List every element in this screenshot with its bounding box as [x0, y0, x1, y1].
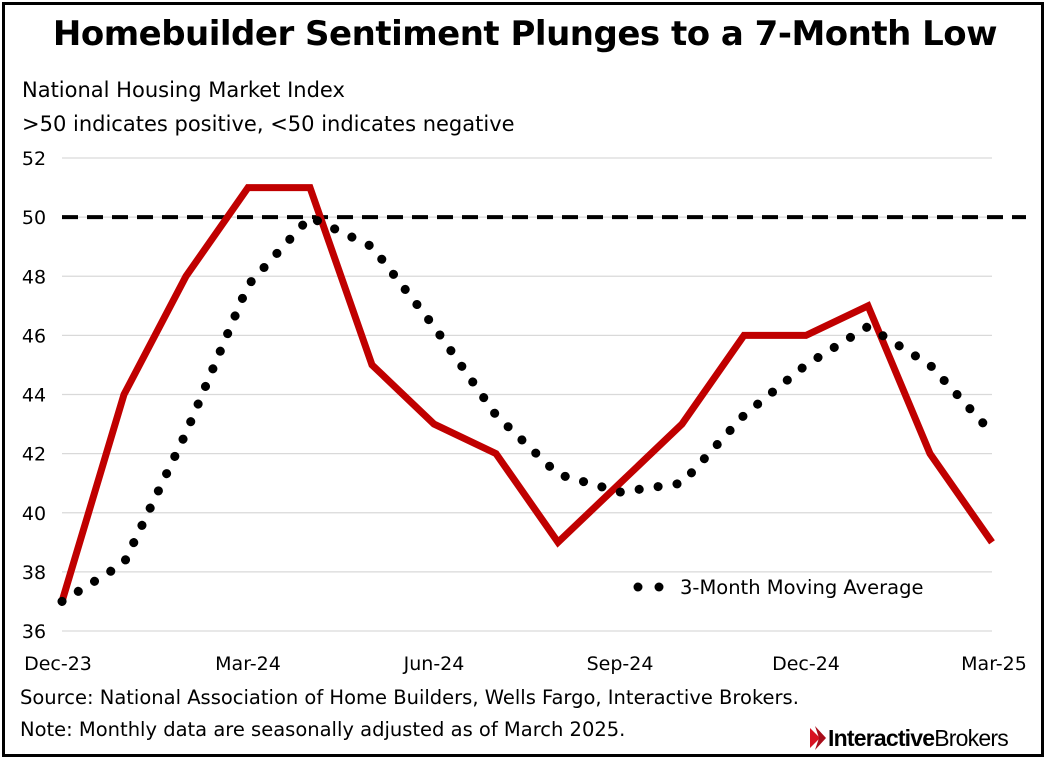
y-tick-label: 46 — [22, 325, 46, 347]
y-tick-label: 42 — [22, 444, 46, 466]
chart-subtitle: National Housing Market Index — [22, 78, 345, 102]
x-tick-label: Dec-23 — [24, 653, 92, 675]
y-tick-label: 52 — [22, 148, 46, 170]
y-tick-label: 40 — [22, 503, 46, 525]
x-axis-ticks: Dec-23 Mar-24 Jun-24 Sep-24 Dec-24 Mar-25 — [24, 653, 1027, 675]
legend: 3-Month Moving Average — [633, 576, 923, 599]
logo-wordmark: InteractiveBrokers — [828, 724, 1009, 751]
footnote: Note: Monthly data are seasonally adjust… — [20, 718, 626, 741]
chart-title: Homebuilder Sentiment Plunges to a 7-Mon… — [52, 14, 998, 54]
y-tick-label: 38 — [22, 562, 46, 584]
x-tick-label: Mar-25 — [961, 653, 1027, 675]
y-axis-ticks: 36 38 40 42 44 46 48 50 52 — [22, 148, 46, 643]
y-tick-label: 48 — [22, 266, 46, 288]
x-tick-label: Jun-24 — [403, 653, 465, 675]
y-tick-label: 44 — [22, 385, 46, 407]
x-tick-label: Dec-24 — [772, 653, 840, 675]
x-tick-label: Mar-24 — [215, 653, 281, 675]
moving-average-line — [57, 212, 997, 606]
y-tick-label: 50 — [22, 207, 46, 229]
brokers-flame-icon — [810, 726, 826, 750]
index-series — [58, 184, 995, 603]
chart-subtitle-note: >50 indicates positive, <50 indicates ne… — [22, 112, 515, 136]
interactive-brokers-logo: InteractiveBrokers — [806, 724, 1009, 752]
index-line — [58, 184, 995, 603]
gridlines — [62, 157, 992, 632]
legend-marker-dot — [654, 582, 664, 592]
y-tick-label: 36 — [22, 621, 46, 643]
source-note: Source: National Association of Home Bui… — [20, 686, 799, 709]
moving-average-series — [57, 212, 997, 606]
legend-marker-dot — [633, 582, 643, 592]
x-tick-label: Sep-24 — [587, 653, 654, 675]
legend-label: 3-Month Moving Average — [680, 576, 923, 599]
